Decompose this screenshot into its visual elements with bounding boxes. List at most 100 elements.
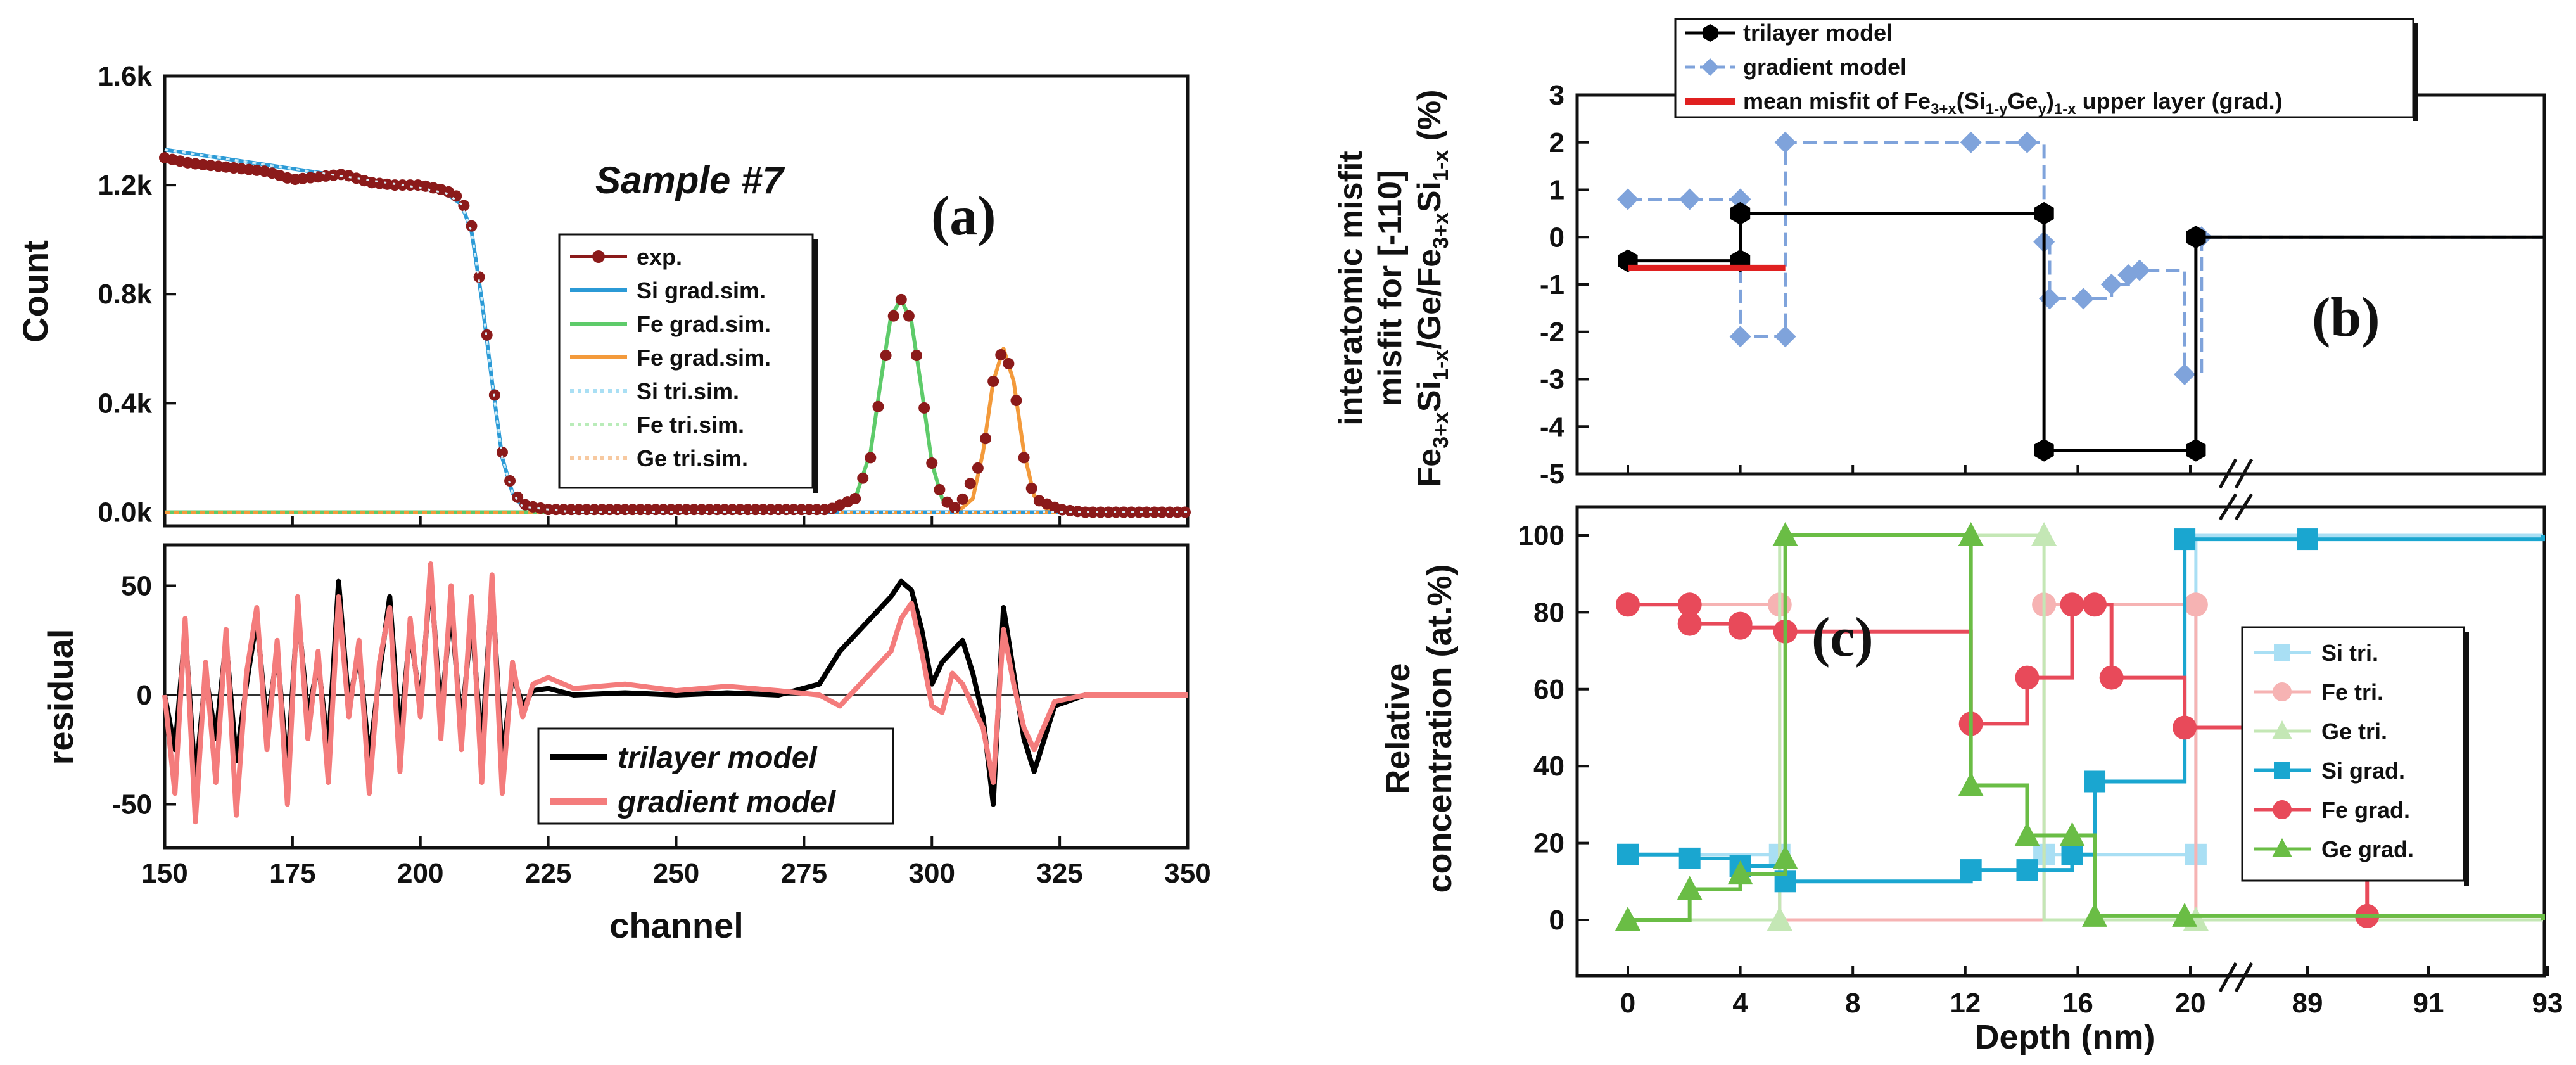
legend-b-mean-label: mean misfit of Fe3+x(Si1-yGey)1-x upper … bbox=[1743, 88, 2283, 118]
series-residual-gradient bbox=[162, 561, 1188, 825]
a-ytick-label: 0.8k bbox=[98, 279, 152, 310]
c-grad-marker bbox=[2060, 592, 2084, 617]
c-ytick-label: 60 bbox=[1533, 674, 1564, 705]
panel-b-axis-break bbox=[2218, 458, 2254, 489]
a2-xtick-label: 175 bbox=[269, 858, 315, 889]
b-ytick-label: -2 bbox=[1540, 317, 1564, 348]
legend-b-grad-label: gradient model bbox=[1743, 54, 1907, 80]
exp-data-point bbox=[872, 400, 884, 412]
c-xtick-label: 20 bbox=[2175, 988, 2206, 1019]
b-ytick-label: 2 bbox=[1549, 127, 1564, 158]
exp-data-point bbox=[964, 478, 976, 490]
lb-f: y bbox=[2038, 101, 2047, 118]
exp-data-point bbox=[458, 200, 470, 212]
panel-b-ylabel-line1: interatomic misfit bbox=[1333, 151, 1369, 425]
a-ytick-label: 1.2k bbox=[98, 170, 152, 201]
c-legend-marker bbox=[2273, 800, 2292, 819]
c-grad-marker bbox=[1960, 859, 1982, 881]
b-gradient-marker bbox=[2016, 131, 2038, 153]
exp-data-point bbox=[496, 446, 508, 458]
panel-a-bottom: -50 0 50 150 175 200 225 250 275 300 325 350 resid… bbox=[41, 543, 1211, 945]
a-legend-marker bbox=[592, 250, 605, 263]
exp-data-point bbox=[895, 293, 907, 305]
c-ytick-label: 100 bbox=[1518, 520, 1564, 551]
break-mark-b-2 bbox=[2234, 458, 2254, 489]
panel-c-legend-frame bbox=[2241, 626, 2465, 882]
break-mark-c-2 bbox=[2234, 493, 2254, 521]
b-gradient-marker bbox=[1960, 131, 1982, 153]
series-c-ge-tri-marker bbox=[2031, 522, 2057, 546]
lb-e: Ge bbox=[2007, 88, 2038, 114]
c-grad-marker bbox=[1958, 522, 1984, 546]
panel-a-top: 0.0k 0.4k 0.8k 1.2k 1.6k Sample #7 (a) Count… bbox=[15, 61, 1191, 528]
legend-trilayer-label: trilayer model bbox=[618, 741, 818, 775]
c-legend-marker bbox=[2272, 838, 2292, 857]
lb-d: 1-y bbox=[1986, 101, 2008, 118]
c-xtick-label: 8 bbox=[1845, 988, 1860, 1019]
panel-a-bottom-legend-frame bbox=[537, 727, 894, 825]
break-mark-c-3 bbox=[2218, 962, 2238, 993]
a2-xtick-label: 150 bbox=[141, 858, 187, 889]
b-ytick-label: -5 bbox=[1540, 459, 1564, 490]
break-mark-c-4 bbox=[2234, 962, 2254, 993]
series-b-trilayer bbox=[1628, 212, 2543, 452]
b-gradient-marker bbox=[1729, 188, 1751, 210]
b-yl-sub3: 3+x bbox=[1429, 212, 1453, 249]
b-gradient-marker bbox=[2100, 274, 2122, 295]
panel-c: 0 20 40 60 80 100 0 4 8 12 16 20 89 91 93 (c) Relativ… bbox=[1379, 493, 2563, 1056]
c-grad-marker bbox=[2083, 592, 2107, 617]
legend-b-tri-label: trilayer model bbox=[1743, 20, 1893, 46]
b-gradient-marker bbox=[1617, 188, 1639, 210]
b-yl-sub1: 3+x bbox=[1429, 412, 1453, 449]
b-yl-si: Si bbox=[1411, 381, 1448, 412]
exp-data-point bbox=[512, 491, 524, 503]
c-legend-marker bbox=[2272, 720, 2292, 739]
exp-data-point bbox=[956, 493, 968, 505]
b-trilayer-marker bbox=[2034, 201, 2054, 225]
panel-c-legend-shadow bbox=[2464, 632, 2469, 886]
legend-b-grad-marker bbox=[1701, 58, 1719, 76]
panel-a-xlabel: channel bbox=[609, 905, 744, 945]
c-grad-marker bbox=[1727, 860, 1753, 885]
b-gradient-marker bbox=[1678, 188, 1701, 210]
c-grad-marker bbox=[1677, 611, 1702, 636]
c-grad-marker bbox=[1616, 592, 1640, 617]
c-xtick-label: 4 bbox=[1732, 988, 1748, 1019]
c-legend-label: Si grad. bbox=[2321, 758, 2405, 784]
c-ytick-label: 0 bbox=[1549, 905, 1564, 936]
c-grad-marker bbox=[1728, 615, 1753, 640]
a-legend-label: Fe grad.sim. bbox=[637, 345, 771, 371]
panel-c-label: (c) bbox=[1811, 607, 1874, 668]
a-ytick-label: 0.4k bbox=[98, 388, 152, 419]
lb-h: 1-x bbox=[2054, 101, 2076, 118]
panel-b-legend: trilayer model gradient model mean misfi… bbox=[1674, 18, 2418, 121]
b-yl-sub2: 1-x bbox=[1429, 350, 1453, 381]
b-ytick-label: 1 bbox=[1549, 175, 1564, 206]
panel-a-legend-frame bbox=[558, 233, 814, 489]
c-grad-marker bbox=[2297, 528, 2318, 551]
b-ytick-label: 0 bbox=[1549, 222, 1564, 253]
panel-b-ylabel-line2: misfit for [-110] bbox=[1372, 170, 1409, 407]
a-legend-label: Si grad.sim. bbox=[637, 277, 766, 303]
b-gradient-marker bbox=[1774, 131, 1796, 153]
c-legend-label: Ge tri. bbox=[2321, 718, 2387, 744]
exp-data-point bbox=[949, 502, 961, 514]
panel-c-xlabel: Depth (nm) bbox=[1975, 1018, 2155, 1056]
c-grad-marker bbox=[2061, 843, 2083, 865]
exp-data-point bbox=[934, 483, 946, 495]
a2-ytick-label: 0 bbox=[137, 680, 152, 711]
exp-data-point bbox=[857, 472, 869, 484]
lb-a: mean misfit of Fe bbox=[1743, 88, 1931, 114]
panel-c-axis-break bbox=[2218, 493, 2254, 993]
panel-c-ylabel: Relative concentration (at.%) bbox=[1379, 564, 1459, 893]
panel-b-frame bbox=[1575, 93, 2546, 476]
c-grad-marker bbox=[1958, 772, 1984, 796]
c-ytick-label: 80 bbox=[1533, 597, 1564, 628]
c-grad-marker bbox=[1678, 847, 1701, 869]
a-legend-label: Si tri.sim. bbox=[637, 378, 739, 404]
exp-data-point bbox=[1018, 452, 1030, 464]
c-grad-marker bbox=[2099, 665, 2124, 690]
a2-xtick-label: 200 bbox=[397, 858, 443, 889]
panel-b-legend-shadow bbox=[2413, 23, 2418, 121]
